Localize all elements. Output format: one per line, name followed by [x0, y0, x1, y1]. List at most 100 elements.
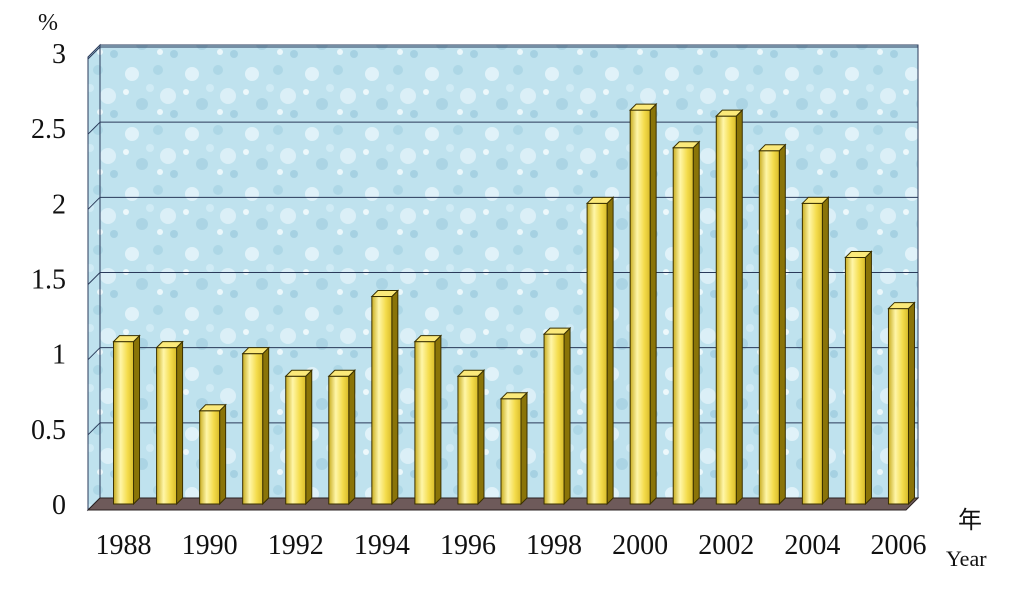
- bar-side: [434, 334, 442, 506]
- x-tick-label: 2004: [784, 530, 840, 561]
- bar-top: [284, 369, 313, 377]
- bar-face: [285, 375, 307, 505]
- bar-top: [715, 109, 744, 117]
- bar-2005: [844, 250, 873, 506]
- bar-top: [327, 369, 356, 377]
- x-tick-label: 1994: [354, 530, 410, 561]
- y-tick-label: 2: [52, 189, 66, 220]
- bar-side: [563, 326, 571, 506]
- bar-2001: [672, 140, 701, 506]
- bar-1997: [499, 391, 529, 506]
- bar-side: [391, 289, 399, 506]
- bar-face: [414, 341, 436, 505]
- y-tick-label: 2.5: [31, 114, 66, 145]
- bar-top: [887, 302, 916, 310]
- bar-top: [499, 392, 529, 400]
- y-axis-tick-labels: 0 0.5 1 1.5 2 2.5 3: [31, 39, 66, 521]
- x-unit-label-en: Year: [946, 546, 987, 571]
- x-tick-label: 1990: [182, 530, 238, 561]
- bar-1995: [413, 334, 443, 506]
- y-tick-label: 3: [52, 39, 66, 70]
- x-tick-label: 2000: [612, 530, 668, 561]
- bar-face: [801, 202, 823, 505]
- bar-face: [113, 341, 135, 505]
- x-tick-label: 2002: [698, 530, 754, 561]
- bar-2004: [801, 196, 830, 506]
- bar-side: [735, 108, 743, 506]
- bar-top: [413, 335, 443, 343]
- x-unit-label-zh: 年: [958, 507, 982, 534]
- bar-side: [649, 102, 657, 506]
- x-axis-tick-labels: 1988 1990 1992 1994 1996 1998 2000 2002 2004 2006: [96, 530, 927, 561]
- bar-top: [542, 327, 572, 335]
- bar-face: [844, 256, 866, 505]
- bar-side: [864, 250, 872, 506]
- bar-2006: [887, 301, 916, 506]
- bar-1999: [585, 196, 615, 506]
- bar-side: [176, 340, 184, 506]
- gridline-side: [87, 422, 101, 436]
- bar-2000: [628, 102, 658, 506]
- x-tick-label: 1996: [440, 530, 496, 561]
- bar-face: [543, 333, 565, 505]
- bar-side: [477, 369, 485, 506]
- y-tick-label: 0: [52, 490, 66, 521]
- bar-side: [606, 196, 614, 506]
- bar-side: [348, 369, 356, 506]
- bar-side: [133, 334, 141, 506]
- gridline-side: [87, 121, 101, 135]
- bar-1988: [112, 334, 141, 506]
- bar-side: [262, 346, 270, 506]
- y-tick-label: 1: [52, 340, 66, 371]
- gridline-side: [87, 46, 101, 60]
- bar-face: [629, 109, 651, 505]
- bar-face: [715, 115, 737, 505]
- x-tick-label: 1998: [526, 530, 582, 561]
- y-unit-label: %: [38, 10, 58, 36]
- bar-face: [156, 347, 178, 505]
- bar-top: [198, 404, 227, 412]
- bar-side: [821, 196, 829, 506]
- bar-1990: [198, 403, 227, 506]
- bar-side: [305, 369, 313, 506]
- bar-side: [778, 143, 786, 506]
- bar-side: [692, 140, 700, 506]
- bar-face: [328, 375, 350, 505]
- bar-face: [371, 296, 393, 505]
- gridline-side: [87, 347, 101, 361]
- bar-1992: [284, 369, 313, 506]
- bar-top: [155, 341, 184, 349]
- bars: [112, 102, 916, 506]
- y-tick-label: 0.5: [31, 415, 66, 446]
- x-tick-label: 1992: [268, 530, 324, 561]
- bar-side: [907, 301, 915, 506]
- bar-face: [242, 353, 264, 505]
- bar-side: [219, 403, 227, 506]
- y-tick-label: 1.5: [31, 265, 66, 296]
- bar-face: [500, 398, 522, 505]
- bar-face: [199, 410, 221, 505]
- bar-top: [585, 196, 615, 204]
- bar-top: [844, 250, 873, 258]
- bar-1989: [155, 340, 184, 506]
- bar-1993: [327, 369, 356, 506]
- bar-face: [457, 375, 479, 505]
- bar-top: [456, 369, 486, 377]
- bar-1998: [542, 326, 572, 506]
- bar-top: [628, 103, 658, 111]
- gridline-side: [87, 196, 101, 210]
- bar-top: [758, 144, 787, 152]
- bar-1994: [370, 289, 400, 506]
- bar-2002: [715, 108, 744, 506]
- x-tick-label: 1988: [96, 530, 152, 561]
- bar-1996: [456, 369, 486, 506]
- bar-face: [672, 147, 694, 505]
- bar-top: [112, 335, 141, 343]
- bar-1991: [241, 346, 270, 506]
- bar-side: [520, 391, 528, 506]
- bar-face: [586, 202, 608, 505]
- bar-top: [241, 347, 270, 355]
- bar-top: [370, 290, 400, 298]
- bar-top: [672, 141, 701, 149]
